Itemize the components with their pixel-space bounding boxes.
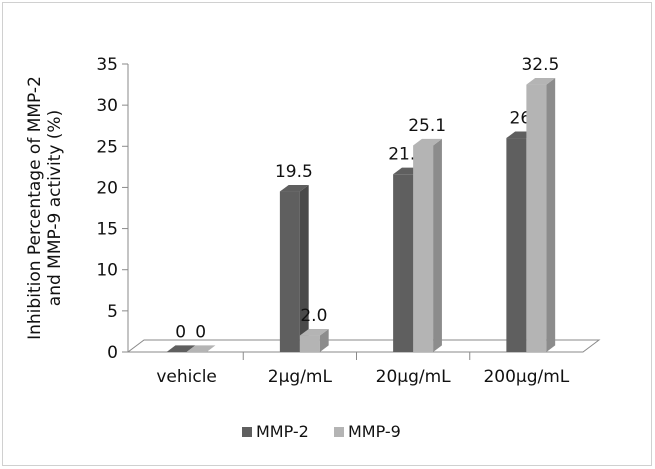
y-axis-title-line: and MMP-9 activity (%) [45,110,65,306]
bar-mmp-9-front [526,84,547,353]
legend-swatch-mmp-9 [334,427,344,437]
y-tick-label: 25 [96,137,118,157]
bar-mmp-9-top [186,345,216,352]
data-label-mmp-9: 25.1 [408,116,446,136]
y-tick-label: 0 [107,343,118,363]
x-axis-categories: vehicle 2µg/mL 20µg/mL 200µg/mL [156,352,570,387]
bar-mmp-2-front [279,191,300,352]
legend-swatch-mmp-2 [242,427,252,437]
bar-mmp-2-front [506,138,527,352]
data-label-mmp-2: 19.5 [275,162,313,182]
x-tick-label: 2µg/mL [268,367,333,387]
bar-mmp-9-side [546,77,556,352]
data-label-mmp-9: 0 [195,322,206,342]
x-tick-label: vehicle [156,367,217,387]
bar-mmp-2-top [279,184,309,192]
y-axis: 0 5 10 15 20 25 30 35 [96,55,129,363]
y-axis-title-line: Inhibition Percentage of MMP-2 [25,76,45,340]
y-tick-label: 20 [96,178,118,198]
legend: MMP-2 MMP-9 [242,422,401,441]
bar-mmp-9-top [526,77,556,85]
bar-mmp-9-side [433,138,442,352]
legend-label-mmp-9: MMP-9 [348,422,401,441]
x-tick-label: 200µg/mL [483,367,569,387]
bar-mmp-9-top [413,138,442,146]
bar-mmp-9-side [319,328,329,352]
bar-mmp-9-top [299,328,329,336]
y-axis-label: Inhibition Percentage of MMP-2 and MMP-9 … [25,76,65,340]
bar-mmp-9-front [413,145,434,352]
y-tick-label: 15 [96,220,118,240]
data-label-mmp-9: 2.0 [300,306,327,326]
legend-label-mmp-2: MMP-2 [256,422,309,441]
bar-mmp-9-front [299,335,320,352]
y-tick-label: 5 [107,302,118,322]
bar-mmp-2-side [299,184,309,352]
bar-mmp-2-top [166,345,196,352]
data-label-mmp-2: 26 [510,108,532,128]
y-tick-label: 35 [96,55,118,75]
data-label-mmp-2: 0 [175,322,186,342]
x-tick-label: 20µg/mL [376,367,452,387]
y-tick-label: 10 [96,261,118,281]
data-label-mmp-9: 32.5 [521,55,559,75]
y-tick-label: 30 [96,96,118,116]
bar-mmp-2-front [393,174,414,352]
